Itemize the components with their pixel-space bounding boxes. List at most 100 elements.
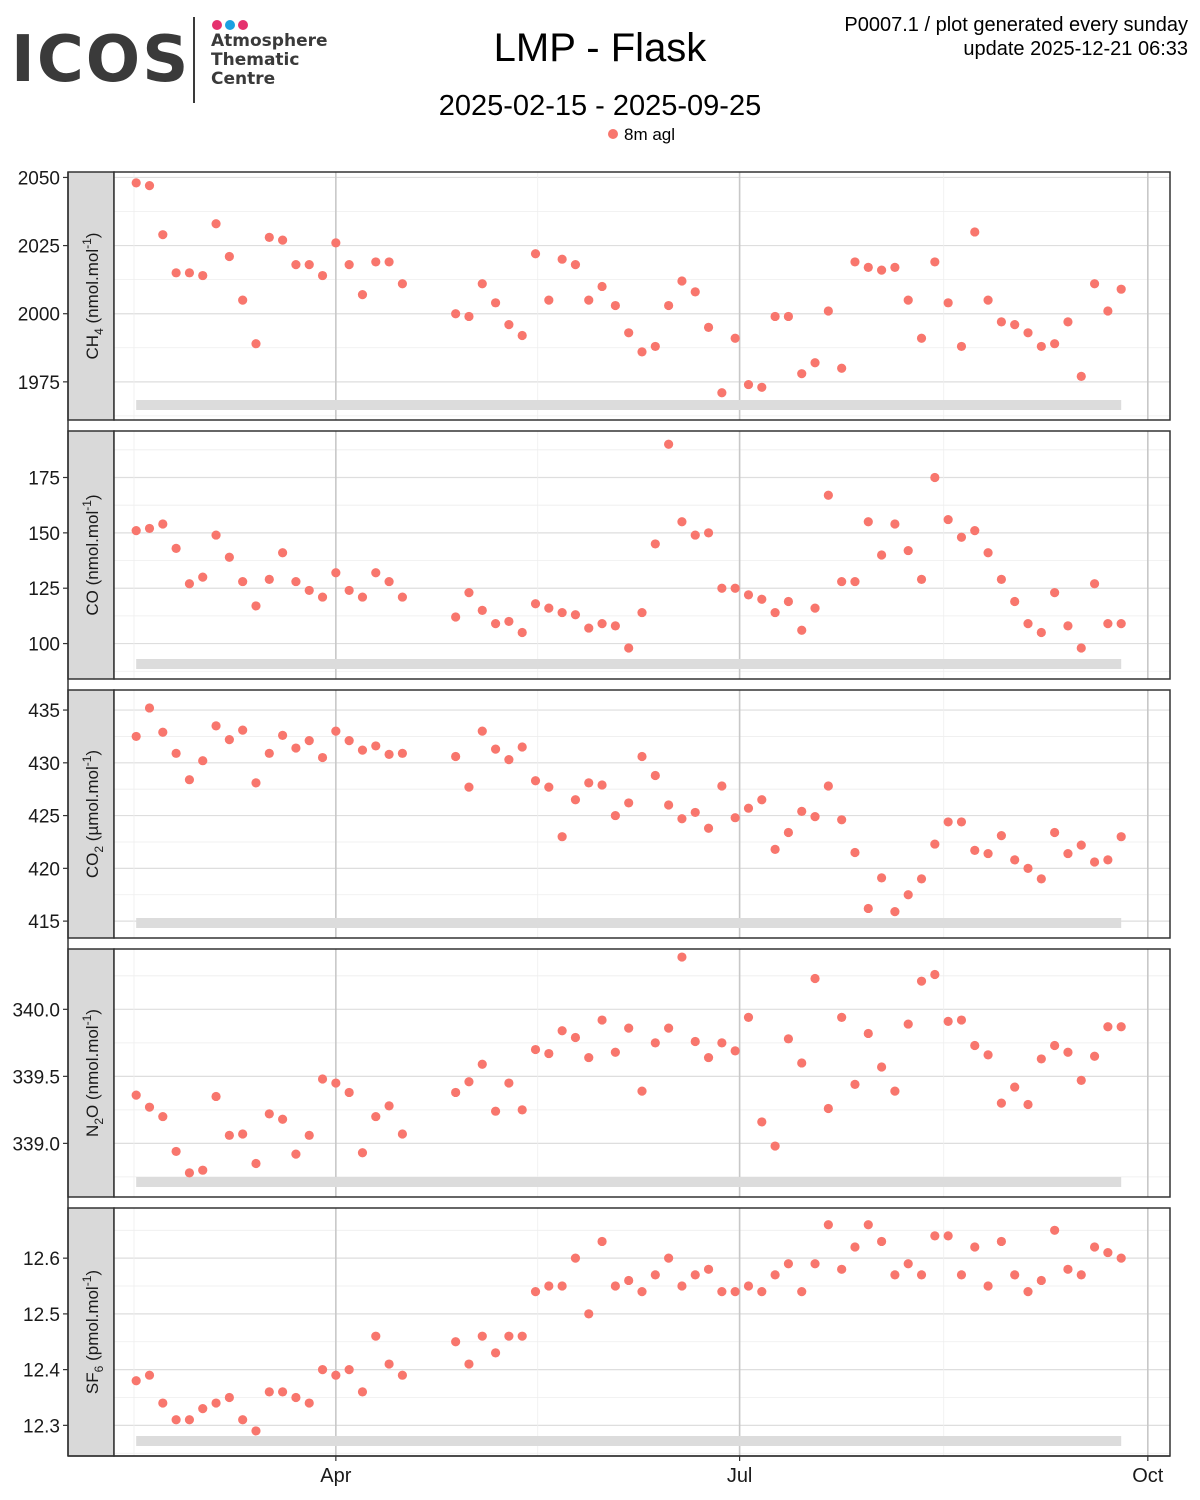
data-point: [1050, 339, 1060, 349]
data-point: [1076, 1075, 1086, 1085]
data-point: [1023, 1099, 1033, 1110]
data-point: [637, 751, 647, 762]
data-point: [1076, 1270, 1086, 1280]
ylabel-base: CO: [83, 590, 102, 616]
data-point: [331, 568, 341, 578]
data-point: [610, 621, 620, 631]
plot-meta: P0007.1 / plot generated every sunday up…: [844, 13, 1188, 61]
data-point: [637, 1086, 647, 1096]
data-point: [690, 1270, 700, 1280]
data-point: [144, 703, 155, 713]
data-point: [597, 780, 607, 790]
data-point: [451, 612, 461, 622]
x-tick-label: Apr: [320, 1465, 351, 1487]
data-point: [717, 388, 727, 398]
data-point: [291, 576, 301, 587]
data-point: [757, 1286, 767, 1297]
logo-text: Atmosphere Thematic Centre: [211, 32, 328, 89]
data-point: [464, 311, 474, 322]
data-point: [490, 744, 501, 754]
data-point: [1063, 621, 1073, 631]
data-point: [930, 257, 940, 267]
panel-border: [113, 171, 1171, 421]
data-point: [1036, 1054, 1046, 1064]
data-point: [317, 592, 328, 602]
data-point: [703, 1052, 714, 1063]
ylabel-close: ): [83, 750, 102, 756]
y-tick-label: 100: [28, 635, 60, 656]
panel-co2: CO2 (µmol.mol-1) 415 420 425 430 435: [28, 689, 1171, 939]
data-point: [371, 1331, 381, 1341]
data-point: [903, 295, 913, 305]
data-point: [996, 574, 1006, 584]
data-point: [637, 347, 647, 357]
data-point: [943, 1016, 953, 1026]
data-point: [783, 596, 794, 607]
data-point: [1010, 596, 1020, 607]
data-point: [943, 817, 953, 827]
data-point: [876, 1062, 887, 1072]
data-point: [996, 1098, 1006, 1108]
data-point: [717, 1038, 727, 1048]
data-point: [264, 1387, 274, 1397]
data-point: [291, 743, 301, 753]
data-point: [837, 815, 847, 825]
data-point: [171, 543, 181, 553]
y-tick-label: 430: [28, 754, 60, 775]
data-point: [171, 748, 181, 758]
data-point: [1116, 1022, 1126, 1032]
data-point: [397, 279, 408, 289]
data-point: [344, 736, 354, 746]
data-point: [1036, 1275, 1046, 1286]
data-point: [970, 227, 980, 237]
data-point: [1023, 863, 1033, 873]
data-point: [597, 281, 607, 292]
data-point: [1103, 619, 1113, 629]
data-point: [863, 1028, 873, 1039]
data-point: [211, 1398, 221, 1408]
data-point: [1116, 1253, 1126, 1263]
data-point: [903, 545, 913, 556]
data-point: [1103, 855, 1113, 865]
data-point: [703, 322, 714, 332]
data-point: [1010, 1270, 1020, 1280]
data-point: [903, 1259, 913, 1269]
data-point: [451, 1337, 461, 1347]
data-point: [1089, 1051, 1100, 1061]
data-point: [717, 1286, 727, 1297]
data-point: [823, 1220, 833, 1230]
data-point: [1103, 306, 1113, 316]
data-point: [970, 845, 980, 856]
data-point: [664, 439, 674, 449]
data-point: [783, 827, 794, 838]
y-tick-label: 150: [28, 524, 60, 545]
y-tick-label: 2025: [18, 237, 60, 258]
panel-ch4: CH4 (nmol.mol-1) 1975 2000 2025 2050: [18, 168, 1171, 421]
data-point: [863, 1220, 873, 1230]
data-point: [850, 257, 860, 267]
meta-line-2: update 2025-12-21 06:33: [963, 38, 1188, 60]
data-point: [570, 260, 581, 270]
y-tick-label: 339.5: [12, 1067, 60, 1088]
data-point: [850, 1242, 860, 1252]
panel-background: [114, 431, 1170, 679]
data-point: [238, 1129, 248, 1139]
data-point: [650, 539, 660, 549]
data-point: [1103, 1247, 1113, 1258]
logo-line: Atmosphere: [211, 31, 328, 51]
data-point: [384, 1359, 394, 1369]
data-point: [690, 287, 700, 297]
data-point: [344, 1365, 354, 1375]
data-point: [956, 817, 967, 827]
data-point: [597, 1015, 607, 1025]
data-point: [477, 726, 487, 736]
data-point: [131, 1376, 141, 1386]
data-point: [397, 592, 408, 602]
data-point: [544, 295, 554, 305]
data-point: [1063, 317, 1073, 327]
data-point: [930, 1231, 940, 1241]
data-point: [464, 782, 474, 792]
data-point: [530, 599, 541, 609]
data-point: [304, 260, 314, 270]
